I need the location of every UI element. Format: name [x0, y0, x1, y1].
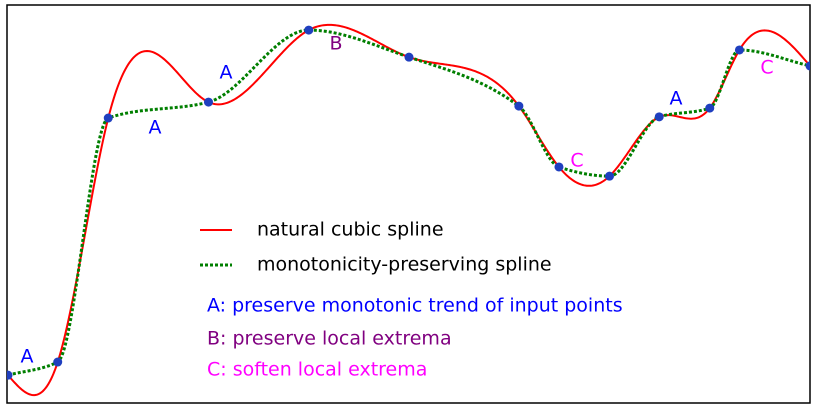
note: C: soften local extrema [207, 359, 427, 381]
data-point [514, 101, 524, 111]
data-point [204, 97, 213, 107]
annotation: C [760, 57, 773, 79]
legend-label: natural cubic spline [257, 219, 444, 241]
data-point [705, 103, 715, 113]
annotation: A [670, 88, 683, 110]
annotation: C [570, 150, 583, 172]
spline-curve [7, 28, 810, 377]
data-point [605, 171, 614, 181]
plot-frame [6, 4, 811, 404]
note: B: preserve local extrema [207, 328, 452, 350]
data-point [805, 61, 810, 71]
legend-label: monotonicity-preserving spline [257, 254, 552, 276]
data-point [7, 370, 13, 380]
data-point [304, 25, 314, 35]
annotation: A [21, 346, 34, 368]
data-point [404, 52, 414, 62]
note: A: preserve monotonic trend of input poi… [207, 295, 623, 317]
data-point [654, 112, 664, 122]
annotation: A [149, 117, 162, 139]
data-point [103, 113, 113, 123]
curves [7, 23, 810, 397]
annotation: A [220, 62, 233, 84]
data-point [53, 357, 63, 367]
annotation: B [329, 33, 342, 55]
data-point [554, 162, 564, 172]
data-point [734, 45, 744, 55]
